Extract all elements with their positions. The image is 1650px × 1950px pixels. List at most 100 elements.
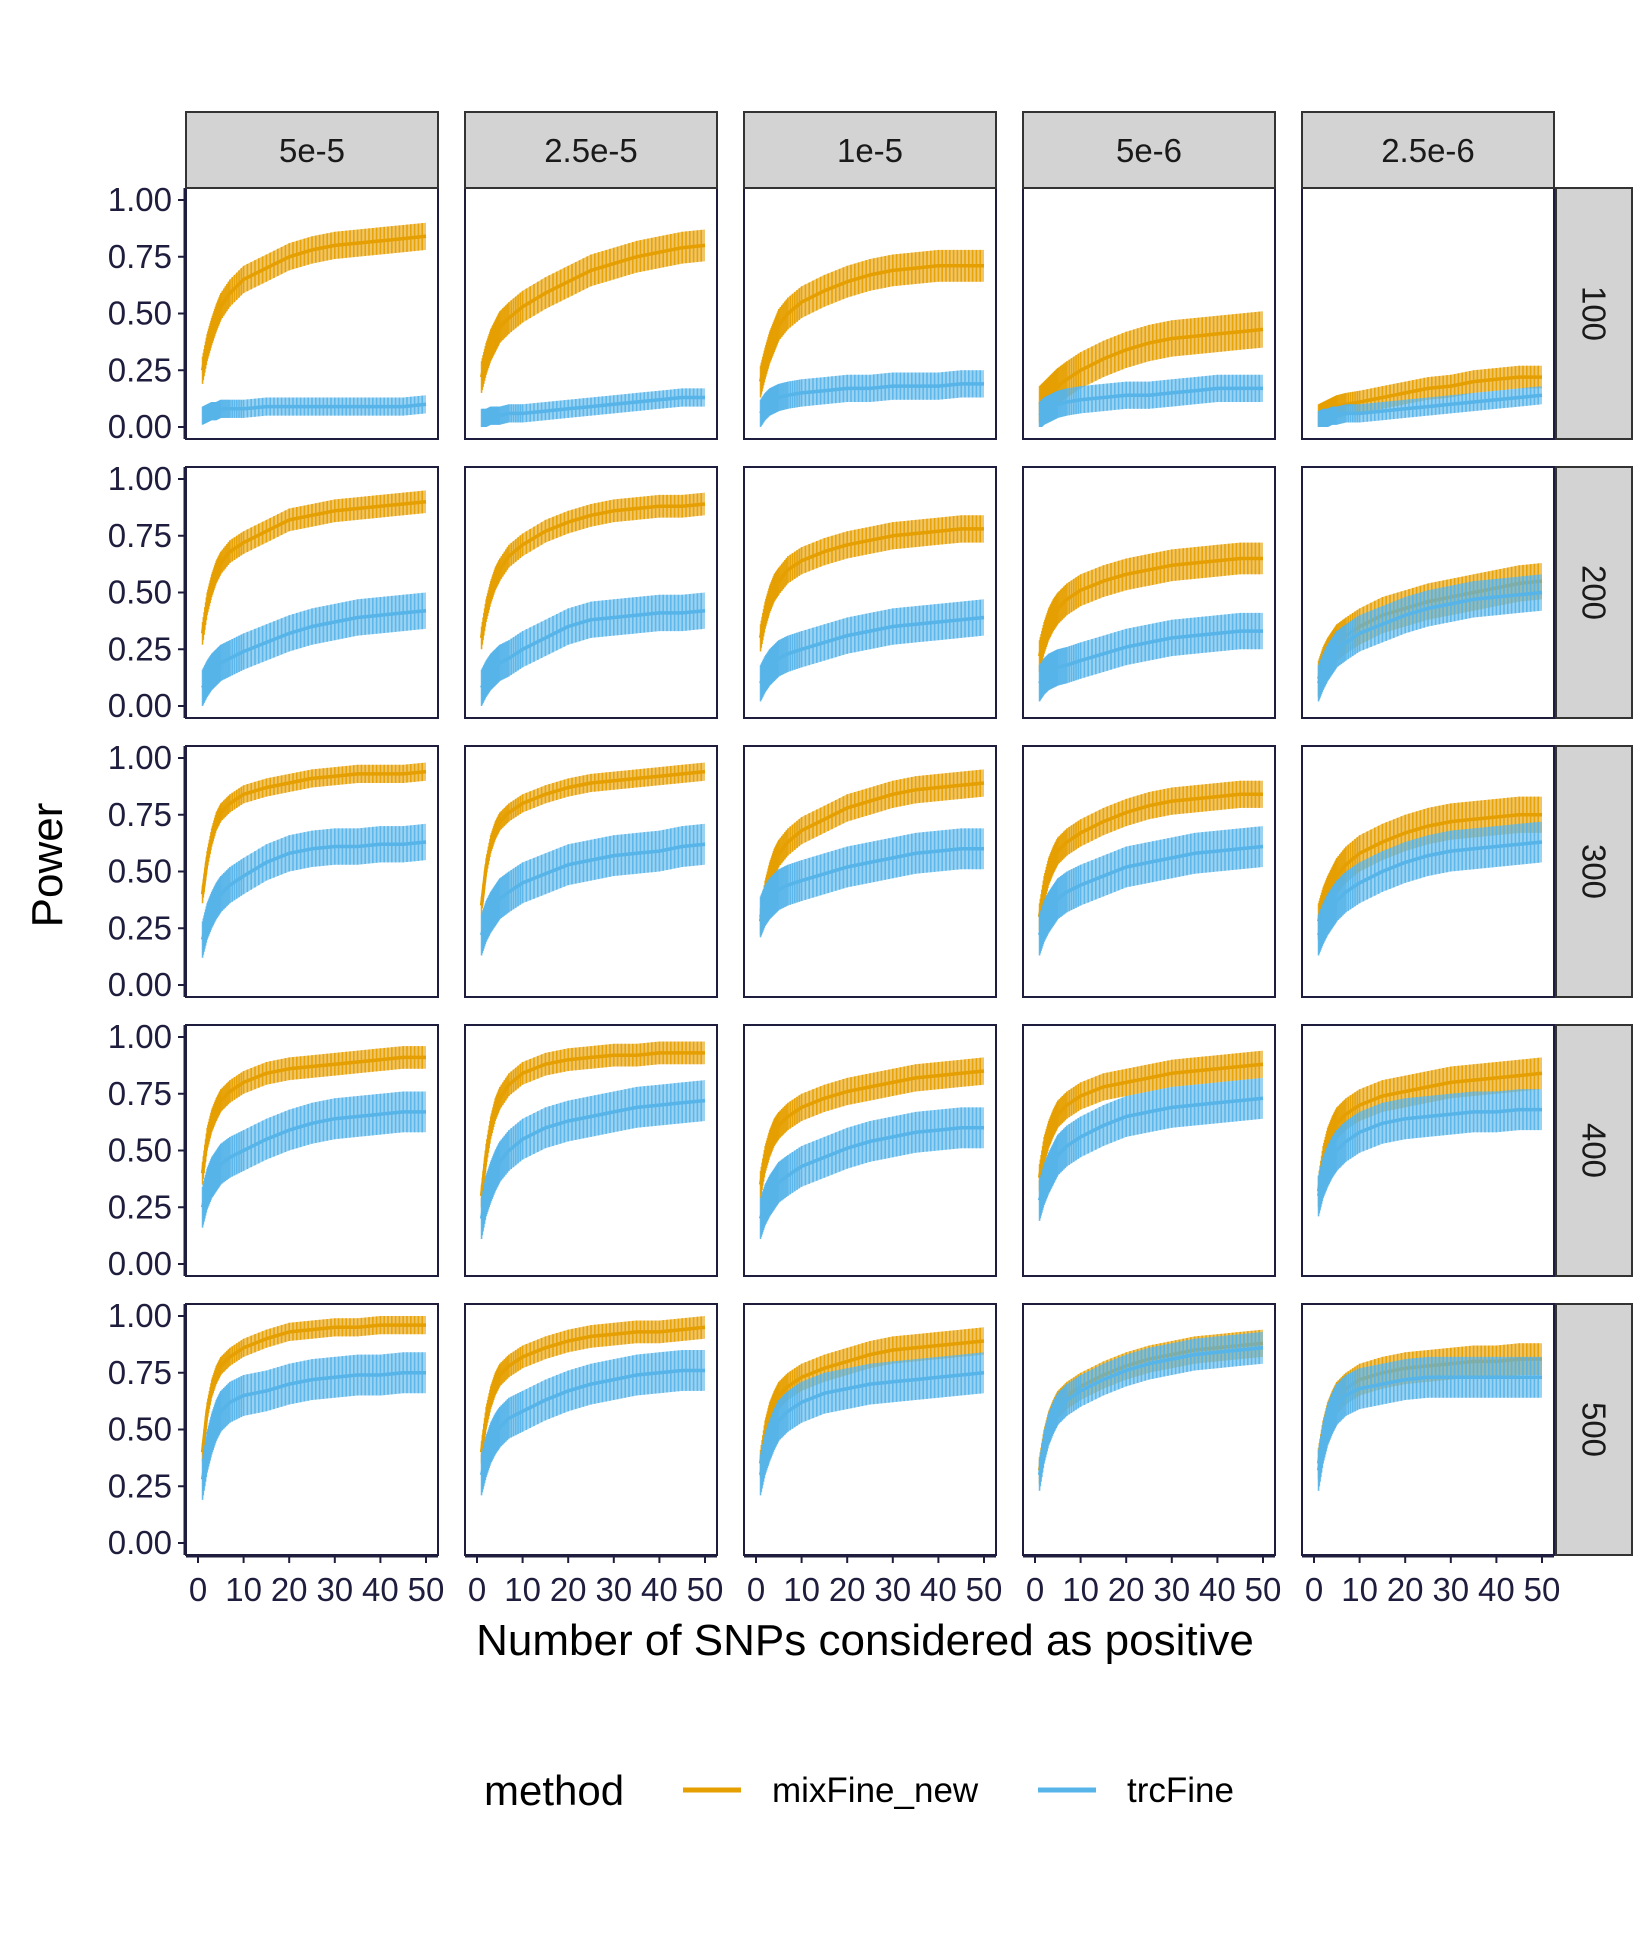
series-line-trcfine xyxy=(1316,590,1543,684)
panel-500-5e-5 xyxy=(185,1303,439,1556)
x-tick-label: 50 xyxy=(408,1571,445,1608)
series-line-trcfine xyxy=(201,608,427,689)
ci-band-mixfine-new xyxy=(1039,311,1263,423)
panel-200-2-5e-5 xyxy=(464,466,718,719)
ci-band-trcfine xyxy=(1318,574,1542,702)
x-tick-label: 30 xyxy=(595,1571,632,1608)
series-line-mixfine-new xyxy=(200,1055,426,1174)
series-line-mixfine-new xyxy=(1316,1071,1543,1192)
series-line-mixfine-new xyxy=(200,769,427,895)
x-tick-label: 0 xyxy=(747,1571,765,1608)
x-tick-label: 40 xyxy=(362,1571,399,1608)
series-line-mixfine-new xyxy=(200,234,427,371)
column-strip-label: 2.5e-5 xyxy=(544,132,638,169)
y-tick-label: 0.25 xyxy=(108,351,172,388)
ci-band-trcfine xyxy=(760,599,984,702)
x-tick-label: 30 xyxy=(1153,1571,1190,1608)
ci-band-trcfine xyxy=(760,828,984,938)
row-strip-200 xyxy=(1555,466,1633,719)
panel-border xyxy=(743,745,997,998)
panel-500-5e-6 xyxy=(1022,1303,1276,1556)
row-strip-label: 100 xyxy=(1576,286,1613,341)
series-line-mixfine-new xyxy=(758,1339,985,1464)
panel-200-5e-6 xyxy=(1022,466,1276,719)
x-tick-label: 40 xyxy=(920,1571,957,1608)
x-tick-label: 50 xyxy=(966,1571,1003,1608)
series-line-mixfine-new xyxy=(479,1051,705,1197)
row-strip-label: 200 xyxy=(1576,565,1613,620)
series-line-trcfine xyxy=(1316,1107,1542,1197)
legend-label-trcfine: trcFine xyxy=(1127,1771,1234,1810)
series-line-mixfine-new xyxy=(200,499,427,634)
series-line-mixfine-new xyxy=(758,781,985,922)
y-tick-label: 0.00 xyxy=(108,966,172,1003)
series-line-trcfine xyxy=(201,402,427,418)
panel-100-2-5e-6 xyxy=(1301,187,1555,440)
panel-200-2-5e-6 xyxy=(1301,466,1555,719)
x-tick-label: 0 xyxy=(1026,1571,1044,1608)
column-strip-label: 5e-6 xyxy=(1116,132,1182,169)
facet-strips: 5e-5 2.5e-5 1e-5 5e-6 2.5e-6 100 200 300 400 500 xyxy=(185,111,1633,1556)
series-line-trcfine xyxy=(758,1371,985,1476)
panel-border xyxy=(1301,1024,1555,1277)
y-tick-label: 0.50 xyxy=(108,295,172,332)
series-line-mixfine-new xyxy=(479,769,706,906)
series-line-mixfine-new xyxy=(1037,792,1263,918)
panel-background xyxy=(1302,1304,1554,1555)
series-line-mixfine-new xyxy=(758,1069,985,1185)
y-tick-label: 1.00 xyxy=(108,1297,172,1334)
series-line-trcfine xyxy=(1317,393,1543,422)
x-tick-label: 10 xyxy=(1341,1571,1378,1608)
x-tick-label: 30 xyxy=(1432,1571,1469,1608)
column-strip-1e-5 xyxy=(743,111,997,189)
x-tick-label: 10 xyxy=(225,1571,262,1608)
column-strip-label: 5e-5 xyxy=(279,132,345,169)
facet-grid xyxy=(185,187,1555,1556)
series-line-trcfine xyxy=(1038,386,1263,417)
panel-background xyxy=(744,467,996,718)
panel-border xyxy=(743,1024,997,1277)
x-axis: 0 10 20 30 40 50 0 10 20 30 40 50 0 10 20 30 40 50 0 10 20 30… xyxy=(186,1554,1561,1608)
y-tick-label: 0.25 xyxy=(108,909,172,946)
x-tick-label: 50 xyxy=(1524,1571,1561,1608)
series-line-mixfine-new xyxy=(479,243,706,378)
panel-border xyxy=(1022,1024,1276,1277)
panel-border xyxy=(743,466,997,719)
column-strip-label: 1e-5 xyxy=(837,132,903,169)
x-tick-label: 40 xyxy=(1478,1571,1515,1608)
ci-band-trcfine xyxy=(1039,826,1263,956)
y-tick-label: 1.00 xyxy=(108,739,172,776)
series-line-trcfine xyxy=(481,395,705,420)
x-tick-label: 0 xyxy=(1305,1571,1323,1608)
series-line-trcfine xyxy=(200,840,427,941)
series-line-trcfine xyxy=(1038,629,1263,685)
panel-200-5e-5 xyxy=(185,466,439,719)
y-tick-label: 0.25 xyxy=(108,1467,172,1504)
panel-100-5e-6 xyxy=(1022,187,1276,440)
series-line-mixfine-new xyxy=(758,527,984,639)
row-strip-label: 400 xyxy=(1576,1123,1613,1178)
legend-label-mixfine-new: mixFine_new xyxy=(772,1771,979,1810)
panel-300-2-5e-6 xyxy=(1301,745,1555,998)
y-axis-title: Power xyxy=(23,803,72,928)
x-tick-label: 10 xyxy=(1062,1571,1099,1608)
column-strip-label: 2.5e-6 xyxy=(1381,132,1475,169)
panel-500-2-5e-5 xyxy=(464,1303,718,1556)
x-tick-label: 20 xyxy=(1387,1571,1424,1608)
y-tick-label: 0.50 xyxy=(108,853,172,890)
panel-400-2-5e-5 xyxy=(464,1024,718,1277)
row-strip-100 xyxy=(1555,187,1633,440)
series-line-trcfine xyxy=(759,382,984,415)
series-line-trcfine xyxy=(479,1368,705,1476)
y-tick-label: 1.00 xyxy=(108,181,172,218)
y-tick-label: 0.00 xyxy=(108,1245,172,1282)
series-line-mixfine-new xyxy=(479,502,706,639)
row-strip-label: 300 xyxy=(1576,844,1613,899)
y-tick-label: 0.75 xyxy=(108,1354,172,1391)
x-tick-label: 20 xyxy=(1108,1571,1145,1608)
series-line-trcfine xyxy=(758,1126,984,1220)
column-strip-2-5e-5 xyxy=(464,111,718,189)
panel-100-5e-5 xyxy=(185,187,439,440)
y-tick-label: 0.00 xyxy=(108,408,172,445)
y-tick-label: 0.75 xyxy=(108,796,172,833)
